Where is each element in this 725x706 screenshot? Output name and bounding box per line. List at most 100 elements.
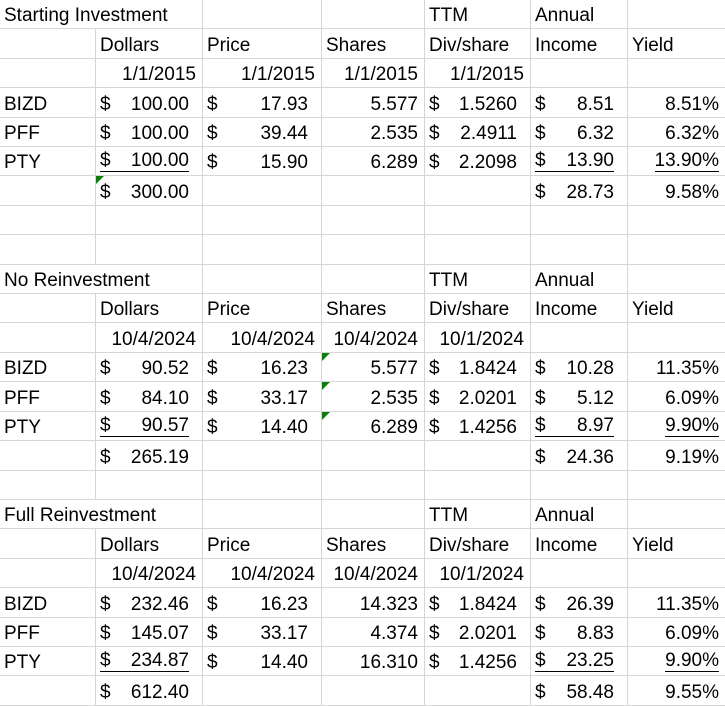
empty-cell[interactable] [203, 235, 322, 265]
income-cell[interactable]: $26.39 [531, 588, 628, 618]
ticker-cell[interactable]: PFF [0, 382, 96, 412]
col-header-cell[interactable]: Price [203, 529, 322, 559]
col-group-header-cell[interactable]: Annual [531, 499, 628, 530]
shares-cell[interactable]: 16.310 [322, 646, 425, 677]
income-cell[interactable]: $5.12 [531, 382, 628, 412]
empty-cell[interactable] [628, 265, 725, 295]
yield-cell[interactable]: 11.35% [628, 588, 725, 618]
empty-cell[interactable] [425, 676, 531, 706]
empty-cell[interactable] [531, 205, 628, 236]
empty-cell[interactable] [425, 176, 531, 206]
total-yield-cell[interactable]: 9.58% [628, 176, 725, 206]
empty-cell[interactable] [425, 441, 531, 471]
col-header-cell[interactable]: Shares [322, 29, 425, 59]
empty-cell[interactable] [322, 264, 425, 295]
empty-cell[interactable] [531, 58, 628, 89]
shares-cell[interactable]: 5.577 [322, 352, 425, 383]
yield-cell[interactable]: 6.32% [628, 118, 725, 148]
empty-cell[interactable] [531, 558, 628, 589]
date-cell[interactable]: 10/4/2024 [203, 323, 322, 353]
divshare-cell[interactable]: $2.2098 [425, 147, 531, 177]
empty-cell[interactable] [0, 323, 96, 353]
empty-cell[interactable] [203, 176, 322, 206]
empty-cell[interactable] [322, 676, 425, 706]
date-cell[interactable]: 10/1/2024 [425, 323, 531, 353]
section-title-cell[interactable]: Starting Investment [0, 0, 203, 30]
empty-cell[interactable] [0, 558, 96, 589]
col-header-cell[interactable]: Yield [628, 29, 725, 59]
income-cell[interactable]: $13.90 [531, 147, 628, 177]
col-header-cell[interactable]: Yield [628, 294, 725, 324]
dollars-cell[interactable]: $145.07 [96, 617, 203, 647]
empty-cell[interactable] [203, 470, 322, 500]
ticker-cell[interactable]: PTY [0, 411, 96, 442]
income-cell[interactable]: $8.51 [531, 88, 628, 118]
col-header-cell[interactable]: Shares [322, 294, 425, 324]
empty-cell[interactable] [96, 205, 203, 236]
empty-cell[interactable] [0, 529, 96, 559]
dollars-cell[interactable]: $100.00 [96, 147, 203, 177]
price-cell[interactable]: $16.23 [203, 352, 322, 383]
section-title-cell[interactable]: Full Reinvestment [0, 499, 203, 530]
yield-cell[interactable]: 13.90% [628, 147, 725, 177]
dollars-cell[interactable]: $100.00 [96, 117, 203, 148]
col-group-header-cell[interactable]: Annual [531, 264, 628, 295]
empty-cell[interactable] [425, 235, 531, 265]
ticker-cell[interactable]: BIZD [0, 588, 96, 618]
col-group-header-cell[interactable]: Annual [531, 0, 628, 30]
price-cell[interactable]: $14.40 [203, 646, 322, 677]
empty-cell[interactable] [628, 206, 725, 236]
empty-cell[interactable] [0, 470, 96, 500]
col-header-cell[interactable]: Div/share [425, 29, 531, 59]
date-cell[interactable]: 1/1/2015 [96, 58, 203, 89]
divshare-cell[interactable]: $1.8424 [425, 352, 531, 383]
empty-cell[interactable] [0, 676, 96, 706]
ticker-cell[interactable]: BIZD [0, 352, 96, 383]
empty-cell[interactable] [203, 499, 322, 530]
total-income-cell[interactable]: $58.48 [531, 676, 628, 706]
col-header-cell[interactable]: Div/share [425, 294, 531, 324]
empty-cell[interactable] [628, 235, 725, 265]
col-header-cell[interactable]: Price [203, 29, 322, 59]
total-dollars-cell[interactable]: $265.19 [96, 441, 203, 471]
empty-cell[interactable] [96, 235, 203, 265]
shares-cell[interactable]: 6.289 [322, 147, 425, 177]
dollars-cell[interactable]: $100.00 [96, 88, 203, 118]
empty-cell[interactable] [628, 323, 725, 353]
yield-cell[interactable]: 8.51% [628, 88, 725, 118]
price-cell[interactable]: $17.93 [203, 88, 322, 118]
empty-cell[interactable] [531, 470, 628, 500]
income-cell[interactable]: $6.32 [531, 117, 628, 148]
dollars-cell[interactable]: $90.57 [96, 411, 203, 442]
empty-cell[interactable] [628, 0, 725, 30]
divshare-cell[interactable]: $2.0201 [425, 617, 531, 647]
total-dollars-cell[interactable]: $612.40 [96, 676, 203, 706]
divshare-cell[interactable]: $1.4256 [425, 411, 531, 442]
dollars-cell[interactable]: $84.10 [96, 382, 203, 412]
col-header-cell[interactable]: Price [203, 294, 322, 324]
total-yield-cell[interactable]: 9.55% [628, 676, 725, 706]
yield-cell[interactable]: 6.09% [628, 382, 725, 412]
empty-cell[interactable] [425, 470, 531, 500]
income-cell[interactable]: $8.97 [531, 411, 628, 442]
ticker-cell[interactable]: PTY [0, 147, 96, 177]
shares-cell[interactable]: 2.535 [322, 382, 425, 412]
empty-cell[interactable] [203, 264, 322, 295]
col-header-cell[interactable]: Yield [628, 529, 725, 559]
empty-cell[interactable] [203, 676, 322, 706]
total-income-cell[interactable]: $28.73 [531, 176, 628, 206]
divshare-cell[interactable]: $2.0201 [425, 382, 531, 412]
divshare-cell[interactable]: $1.4256 [425, 646, 531, 677]
col-group-header-cell[interactable]: TTM [425, 499, 531, 530]
empty-cell[interactable] [628, 500, 725, 530]
dollars-cell[interactable]: $90.52 [96, 352, 203, 383]
shares-cell[interactable]: 2.535 [322, 117, 425, 148]
date-cell[interactable]: 10/1/2024 [425, 558, 531, 589]
col-header-cell[interactable]: Shares [322, 529, 425, 559]
section-title-cell[interactable]: No Reinvestment [0, 264, 203, 295]
yield-cell[interactable]: 11.35% [628, 353, 725, 383]
dollars-cell[interactable]: $232.46 [96, 588, 203, 618]
date-cell[interactable]: 1/1/2015 [425, 58, 531, 89]
shares-cell[interactable]: 5.577 [322, 88, 425, 118]
price-cell[interactable]: $33.17 [203, 617, 322, 647]
